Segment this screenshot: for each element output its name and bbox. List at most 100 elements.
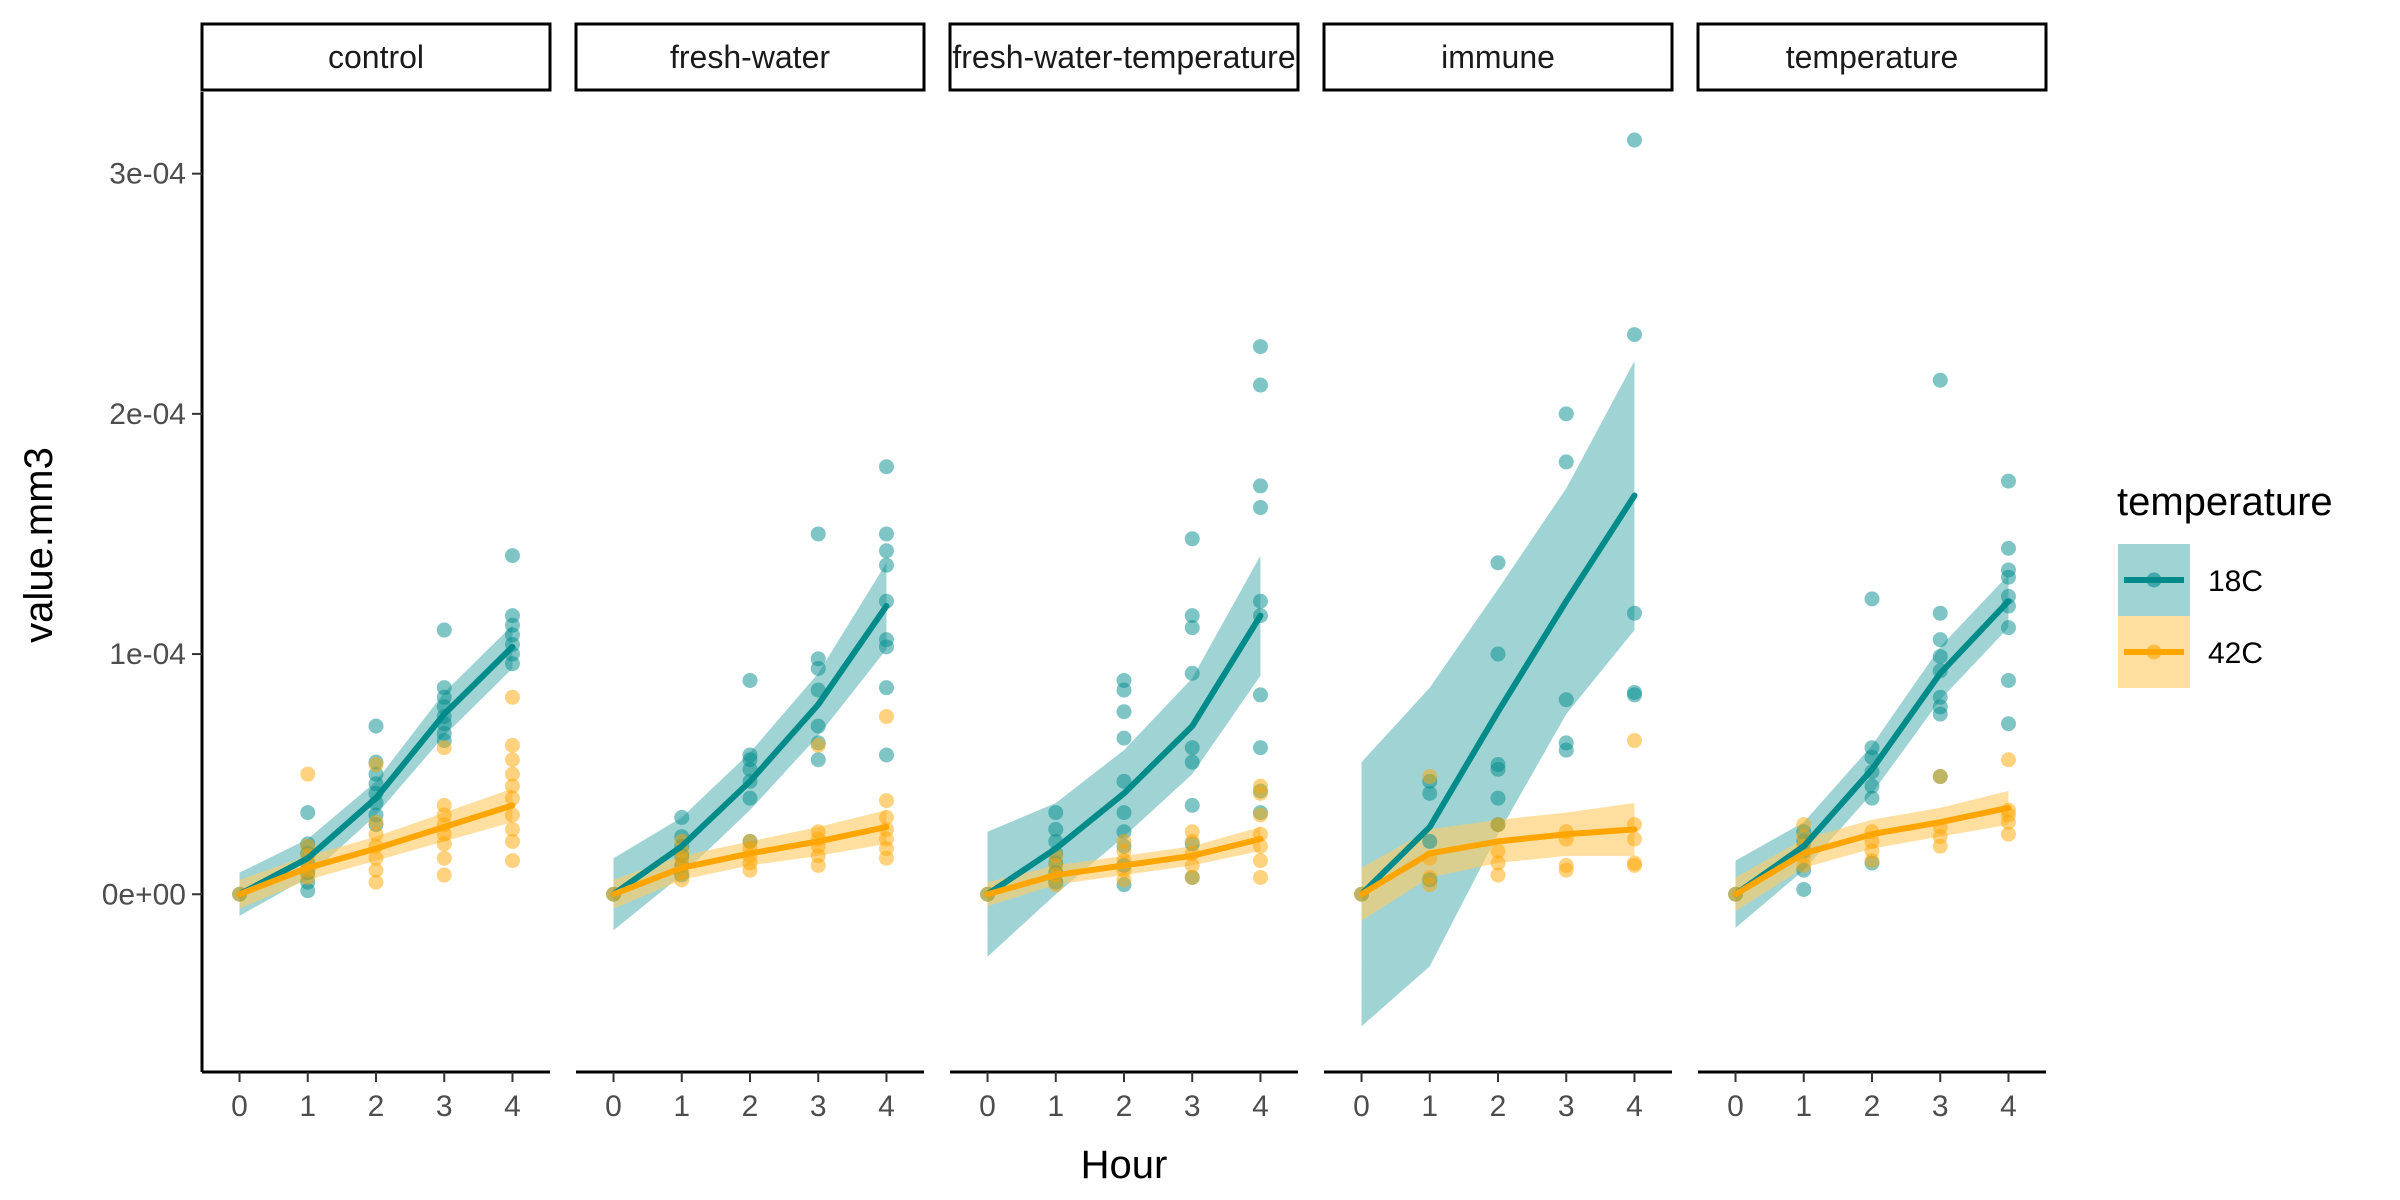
data-point xyxy=(742,672,758,688)
data-point xyxy=(1932,372,1948,388)
data-point xyxy=(2000,562,2016,578)
facet-strip-label: control xyxy=(328,39,424,75)
data-point xyxy=(1490,867,1506,883)
facet-strip xyxy=(948,22,1300,92)
x-tick-label: 2 xyxy=(1864,1090,1881,1123)
data-point xyxy=(1252,377,1268,393)
x-tick-label: 1 xyxy=(299,1090,316,1123)
data-point xyxy=(1422,869,1438,885)
data-point xyxy=(878,709,894,725)
data-point xyxy=(436,850,452,866)
points-42C xyxy=(606,709,894,902)
data-point xyxy=(1422,785,1438,801)
data-point xyxy=(1184,754,1200,770)
facet-strip xyxy=(1322,22,1674,92)
data-point xyxy=(436,797,452,813)
y-tick-label: 0e+00 xyxy=(102,878,186,911)
data-point xyxy=(436,680,452,696)
facet-strip xyxy=(574,22,926,92)
data-point xyxy=(1626,327,1642,343)
data-point xyxy=(878,747,894,763)
data-point xyxy=(1490,790,1506,806)
facet-strip-label: fresh-water xyxy=(670,39,830,75)
data-point xyxy=(878,793,894,809)
data-point xyxy=(1184,797,1200,813)
x-tick-label: 0 xyxy=(1727,1090,1744,1123)
data-point xyxy=(1932,648,1948,664)
data-point xyxy=(2000,473,2016,489)
data-point xyxy=(504,778,520,794)
data-point xyxy=(1490,855,1506,871)
y-axis: 0e+00 1e-04 2e-04 3e-04 xyxy=(102,92,204,1072)
x-tick-label: 1 xyxy=(1795,1090,1812,1123)
data-point xyxy=(368,850,384,866)
data-point xyxy=(1252,853,1268,869)
x-tick-label: 2 xyxy=(1490,1090,1507,1123)
y-tick-label: 3e-04 xyxy=(109,158,186,191)
data-point xyxy=(878,680,894,696)
x-tick-label: 2 xyxy=(1116,1090,1133,1123)
x-tick-label: 2 xyxy=(368,1090,385,1123)
facet-panel-control: control 0 1 2 3 4 xyxy=(200,22,552,1123)
data-point xyxy=(1252,687,1268,703)
data-point xyxy=(1048,805,1064,821)
data-point xyxy=(1626,684,1642,700)
data-point xyxy=(504,548,520,564)
data-point xyxy=(1490,757,1506,773)
data-point xyxy=(878,543,894,559)
data-point xyxy=(436,867,452,883)
x-tick-label: 3 xyxy=(1184,1090,1201,1123)
data-point xyxy=(1184,857,1200,873)
data-point xyxy=(1864,790,1880,806)
data-point xyxy=(1558,406,1574,422)
data-point xyxy=(1626,855,1642,871)
data-point xyxy=(1626,733,1642,749)
data-point xyxy=(742,790,758,806)
legend-entry-42C: 42C xyxy=(2118,616,2263,688)
data-point xyxy=(1490,843,1506,859)
data-point xyxy=(436,740,452,756)
points-42C xyxy=(1354,733,1642,902)
legend: temperature 18C 42C xyxy=(2117,480,2333,688)
facet-panel-fresh-water: fresh-water 0 1 2 3 4 xyxy=(574,22,926,1123)
data-point xyxy=(2000,826,2016,842)
data-point xyxy=(1184,531,1200,547)
facet-panel-immune: immune 0 1 2 3 4 xyxy=(1322,22,1674,1123)
data-point xyxy=(1116,730,1132,746)
x-tick-label: 1 xyxy=(1047,1090,1064,1123)
trend-line-18C xyxy=(236,643,516,898)
data-point xyxy=(1116,672,1132,688)
trend-line-18C xyxy=(984,612,1264,898)
facet-panel-fresh-water-temperature: fresh-water-temperature 0 1 2 3 4 xyxy=(948,22,1300,1123)
data-point xyxy=(1422,833,1438,849)
data-point xyxy=(2000,752,2016,768)
data-point xyxy=(810,651,826,667)
data-point xyxy=(504,853,520,869)
data-point xyxy=(810,737,826,753)
x-tick-label: 0 xyxy=(231,1090,248,1123)
x-tick-label: 3 xyxy=(436,1090,453,1123)
data-point xyxy=(1932,632,1948,648)
data-point xyxy=(2000,716,2016,732)
data-point xyxy=(1184,869,1200,885)
data-point xyxy=(504,766,520,782)
data-point xyxy=(1558,735,1574,751)
data-point xyxy=(1252,593,1268,609)
legend-label: 42C xyxy=(2208,637,2263,670)
trend-line-42C xyxy=(236,802,516,898)
legend-title: temperature xyxy=(2117,480,2333,524)
trend-line-42C xyxy=(1358,826,1638,898)
data-point xyxy=(368,814,384,830)
x-tick-label: 4 xyxy=(1626,1090,1643,1123)
data-point xyxy=(1490,555,1506,571)
data-point xyxy=(368,718,384,734)
trend-line-18C xyxy=(1358,492,1638,898)
x-tick-label: 0 xyxy=(979,1090,996,1123)
data-point xyxy=(504,807,520,823)
data-point xyxy=(300,805,316,821)
trend-line-18C xyxy=(1732,598,2012,898)
y-axis-title: value.mm3 xyxy=(17,447,61,643)
data-point xyxy=(810,526,826,542)
data-point xyxy=(2000,620,2016,636)
